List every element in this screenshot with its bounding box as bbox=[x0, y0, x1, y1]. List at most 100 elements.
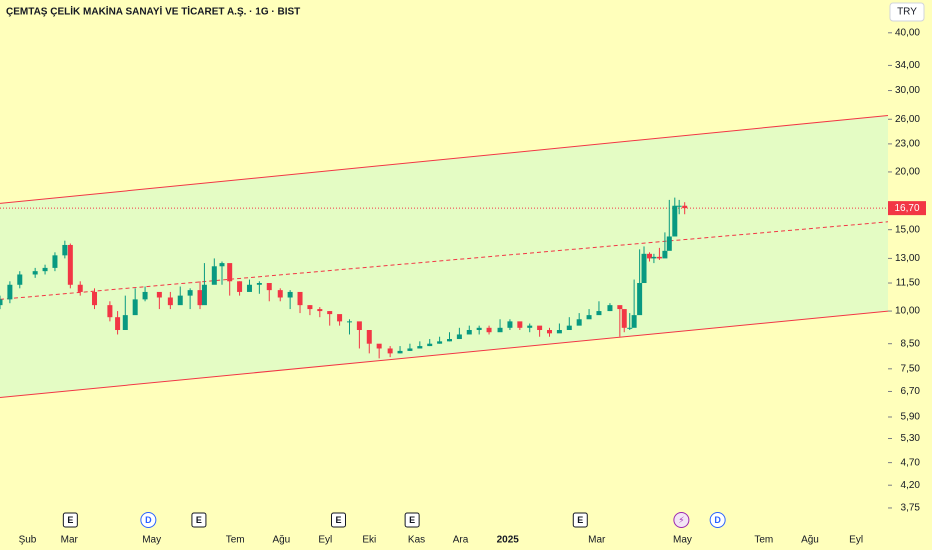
channel-fill bbox=[0, 115, 888, 398]
candle-body bbox=[486, 327, 492, 333]
event-badge bbox=[62, 512, 78, 528]
y-tick-label: 5,30 bbox=[901, 433, 921, 444]
candle-body bbox=[337, 314, 343, 322]
y-tick-label: 34,00 bbox=[895, 60, 920, 71]
candle-body bbox=[507, 321, 513, 328]
event-badge bbox=[191, 512, 207, 528]
candle-body bbox=[167, 297, 173, 306]
candle-body bbox=[287, 291, 293, 298]
candle-body bbox=[672, 205, 678, 237]
x-tick-label: Şub bbox=[19, 535, 37, 546]
candle-body bbox=[476, 327, 482, 331]
currency-button[interactable] bbox=[889, 2, 925, 22]
candle-body bbox=[407, 348, 413, 351]
y-tick-label: 8,50 bbox=[901, 338, 921, 349]
candle-body bbox=[627, 327, 633, 329]
candle-body bbox=[115, 317, 121, 331]
plot-area bbox=[0, 114, 889, 399]
candle-body bbox=[219, 263, 225, 267]
candle-body bbox=[387, 348, 393, 354]
event-label: E bbox=[409, 515, 415, 525]
candle-body bbox=[676, 205, 682, 207]
candle-body bbox=[437, 341, 443, 344]
event-badge bbox=[330, 512, 346, 528]
candle-body bbox=[356, 321, 362, 331]
event-label: E bbox=[335, 515, 341, 525]
channel-middle bbox=[0, 221, 889, 300]
candle-body bbox=[132, 299, 138, 316]
candle-body bbox=[0, 299, 3, 306]
candle-body bbox=[197, 290, 203, 306]
event-label: D bbox=[714, 515, 721, 525]
y-tick-label: 4,70 bbox=[901, 457, 921, 468]
candle-body bbox=[92, 291, 98, 306]
candle-body bbox=[666, 236, 672, 251]
candle-body bbox=[637, 283, 643, 316]
candle-body bbox=[662, 250, 668, 259]
event-label: ⚡ bbox=[678, 515, 684, 525]
candle-body bbox=[67, 244, 73, 285]
x-tick-label: 2025 bbox=[497, 535, 520, 546]
y-tick-label: 23,00 bbox=[895, 139, 920, 150]
candle-body bbox=[576, 319, 582, 326]
candle-body bbox=[656, 256, 662, 259]
y-tick-label: 10,00 bbox=[895, 306, 920, 317]
candle-body bbox=[596, 311, 602, 316]
candle-body bbox=[307, 305, 313, 310]
x-tick-label: Ara bbox=[453, 535, 469, 546]
candle-body bbox=[142, 291, 148, 300]
candle-body bbox=[327, 311, 333, 315]
x-tick-label: Eki bbox=[362, 535, 376, 546]
candle-body bbox=[651, 256, 657, 259]
candle-body bbox=[156, 291, 162, 298]
last-price-label: 16,70 bbox=[894, 203, 919, 214]
y-tick-label: 30,00 bbox=[895, 85, 920, 96]
candle-body bbox=[277, 290, 283, 298]
candle-body bbox=[366, 330, 372, 344]
candle-body bbox=[227, 263, 233, 282]
candle-body bbox=[466, 330, 472, 335]
candle-body bbox=[417, 346, 423, 349]
event-label: D bbox=[145, 515, 152, 525]
y-tick-label: 6,70 bbox=[901, 386, 921, 397]
candle-body bbox=[607, 305, 613, 312]
candle-body bbox=[297, 291, 303, 306]
event-badge bbox=[709, 512, 726, 528]
candle-body bbox=[517, 321, 523, 328]
candle-body bbox=[122, 315, 128, 331]
last-price-tag bbox=[888, 201, 926, 216]
x-tick-label: Ağu bbox=[801, 535, 819, 546]
candle-body bbox=[317, 309, 323, 312]
event-badge bbox=[140, 512, 157, 528]
candle-body bbox=[376, 343, 382, 349]
y-tick-label: 40,00 bbox=[895, 27, 920, 38]
x-tick-label: Eyl bbox=[849, 535, 863, 546]
channel-upper bbox=[0, 114, 889, 204]
candle-body bbox=[566, 325, 572, 331]
x-tick-label: Ağu bbox=[272, 535, 290, 546]
y-tick-label: 7,50 bbox=[901, 363, 921, 374]
candle-body bbox=[456, 334, 462, 340]
y-tick-label: 5,90 bbox=[901, 412, 921, 423]
event-label: E bbox=[577, 515, 583, 525]
x-tick-label: Tem bbox=[754, 535, 773, 546]
channel-lower bbox=[0, 310, 889, 399]
x-tick-label: Eyl bbox=[318, 535, 332, 546]
candle-body bbox=[631, 315, 637, 328]
candle-body bbox=[641, 253, 647, 284]
candle-body bbox=[647, 253, 653, 259]
candle-body bbox=[547, 330, 553, 334]
candle-body bbox=[256, 283, 262, 285]
candle-body bbox=[62, 244, 68, 256]
candle-body bbox=[397, 350, 403, 354]
event-badge bbox=[673, 512, 690, 528]
y-tick-label: 20,00 bbox=[895, 167, 920, 178]
candle-body bbox=[617, 305, 623, 310]
candle-body bbox=[427, 343, 433, 347]
candle-body bbox=[266, 283, 272, 291]
candle-body bbox=[556, 330, 562, 334]
y-tick-label: 13,00 bbox=[895, 253, 920, 264]
candle-body bbox=[621, 309, 627, 328]
y-tick-label: 15,00 bbox=[895, 224, 920, 235]
